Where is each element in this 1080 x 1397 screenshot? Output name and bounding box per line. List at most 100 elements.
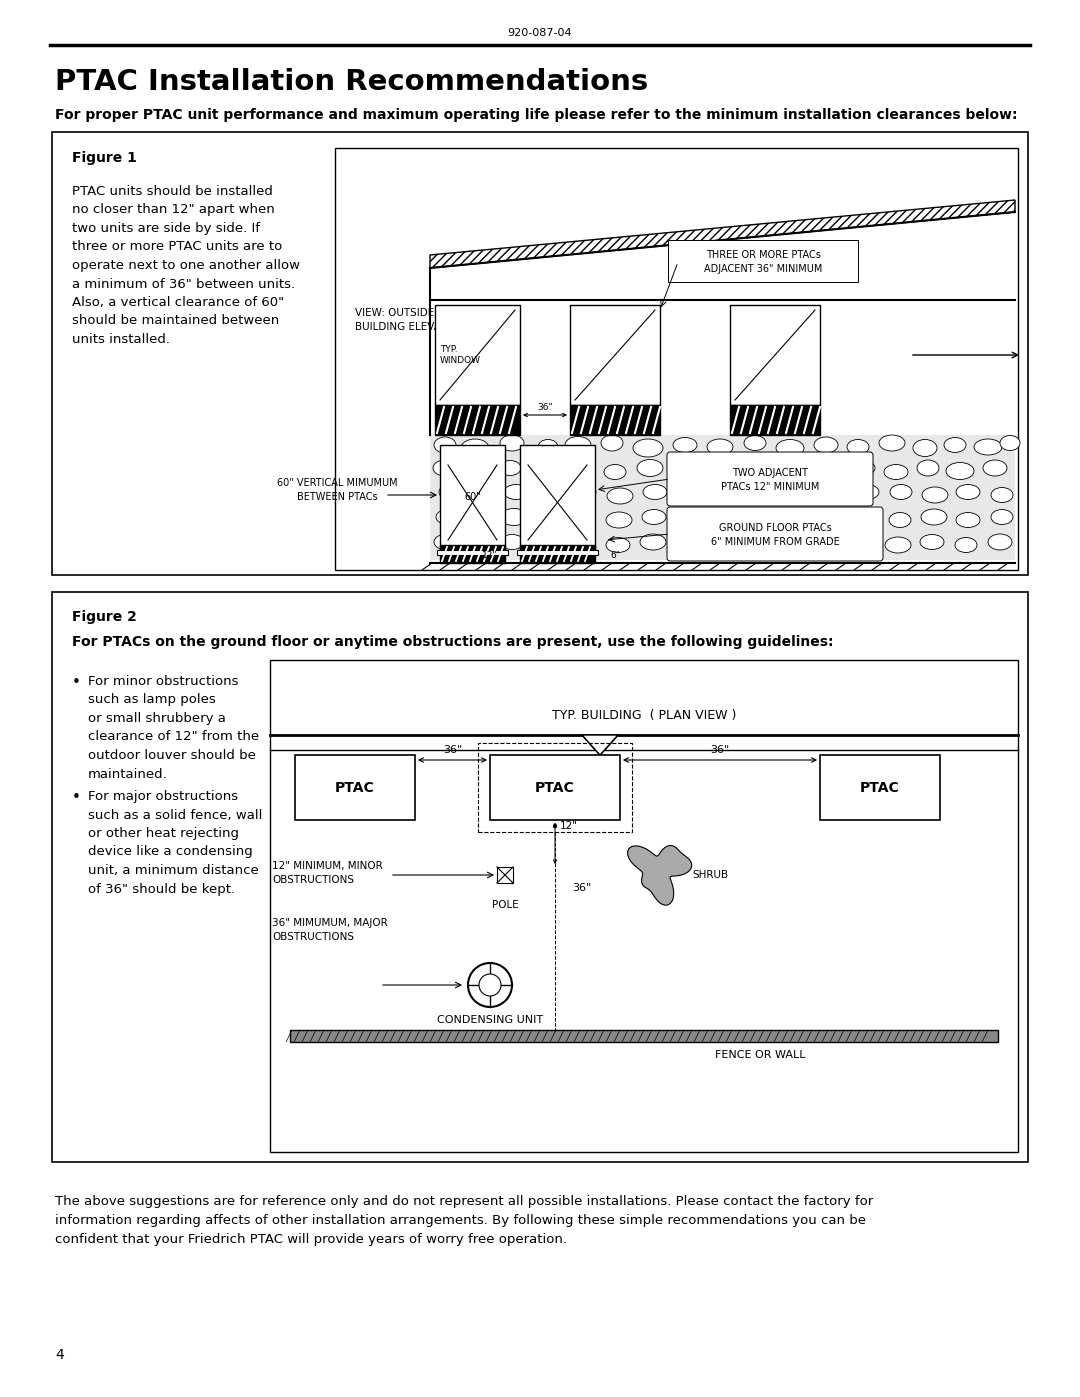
Text: VIEW: OUTSIDE
BUILDING ELEVATION: VIEW: OUTSIDE BUILDING ELEVATION bbox=[355, 307, 465, 332]
Ellipse shape bbox=[974, 439, 1002, 455]
Bar bbox=[519, 446, 595, 550]
Polygon shape bbox=[627, 845, 692, 905]
Text: For proper PTAC unit performance and maximum operating life please refer to the : For proper PTAC unit performance and max… bbox=[55, 108, 1017, 122]
Ellipse shape bbox=[750, 488, 774, 503]
Ellipse shape bbox=[536, 486, 564, 503]
Ellipse shape bbox=[707, 439, 733, 455]
Ellipse shape bbox=[531, 462, 559, 481]
Bar bbox=[295, 754, 415, 820]
Text: The above suggestions are for reference only and do not represent all possible i: The above suggestions are for reference … bbox=[55, 1194, 874, 1246]
Ellipse shape bbox=[1000, 436, 1020, 450]
Ellipse shape bbox=[744, 464, 772, 481]
Bar bbox=[430, 434, 1015, 560]
Ellipse shape bbox=[955, 538, 977, 552]
Ellipse shape bbox=[643, 485, 667, 500]
Ellipse shape bbox=[879, 434, 905, 451]
Ellipse shape bbox=[537, 513, 561, 528]
Text: PTAC: PTAC bbox=[860, 781, 900, 795]
Polygon shape bbox=[582, 735, 618, 754]
Ellipse shape bbox=[855, 485, 879, 500]
Ellipse shape bbox=[946, 462, 974, 479]
Bar bbox=[497, 868, 513, 883]
Bar bbox=[440, 545, 505, 563]
Bar bbox=[490, 754, 620, 820]
Ellipse shape bbox=[745, 536, 773, 553]
Bar bbox=[291, 1030, 998, 1042]
Bar bbox=[52, 131, 1028, 576]
Bar bbox=[270, 659, 1018, 1153]
Ellipse shape bbox=[538, 440, 558, 454]
Ellipse shape bbox=[500, 535, 524, 549]
Text: •: • bbox=[72, 789, 81, 805]
Ellipse shape bbox=[849, 460, 875, 476]
Ellipse shape bbox=[818, 488, 846, 503]
Text: FENCE OR WALL: FENCE OR WALL bbox=[715, 1051, 806, 1060]
Ellipse shape bbox=[465, 464, 491, 481]
Text: TYP.
WINDOW: TYP. WINDOW bbox=[440, 345, 481, 365]
Ellipse shape bbox=[847, 440, 869, 454]
FancyBboxPatch shape bbox=[667, 507, 883, 562]
Ellipse shape bbox=[469, 488, 495, 503]
Ellipse shape bbox=[600, 434, 623, 451]
Text: 36": 36" bbox=[443, 745, 462, 754]
Ellipse shape bbox=[640, 534, 666, 550]
Circle shape bbox=[480, 974, 501, 996]
Text: For PTACs on the ground floor or anytime obstructions are present, use the follo: For PTACs on the ground floor or anytime… bbox=[72, 636, 834, 650]
Text: 36": 36" bbox=[711, 745, 730, 754]
Ellipse shape bbox=[991, 510, 1013, 524]
Text: 36": 36" bbox=[572, 883, 592, 893]
Text: 60": 60" bbox=[464, 493, 481, 503]
Bar bbox=[440, 446, 505, 550]
Ellipse shape bbox=[712, 509, 738, 525]
Text: 12": 12" bbox=[483, 550, 498, 560]
Bar bbox=[435, 305, 519, 405]
Ellipse shape bbox=[438, 485, 461, 500]
Text: PTAC units should be installed
no closer than 12" apart when
two units are side : PTAC units should be installed no closer… bbox=[72, 184, 300, 346]
Text: 36" MIMUMUM, MAJOR
OBSTRUCTIONS: 36" MIMUMUM, MAJOR OBSTRUCTIONS bbox=[272, 918, 388, 942]
Ellipse shape bbox=[565, 436, 591, 454]
Ellipse shape bbox=[783, 535, 805, 549]
Ellipse shape bbox=[568, 460, 592, 476]
Bar bbox=[730, 405, 820, 434]
Ellipse shape bbox=[814, 437, 838, 453]
Ellipse shape bbox=[607, 488, 633, 504]
Ellipse shape bbox=[991, 488, 1013, 503]
Text: PTAC: PTAC bbox=[335, 781, 375, 795]
Text: For minor obstructions
such as lamp poles
or small shrubbery a
clearance of 12" : For minor obstructions such as lamp pole… bbox=[87, 675, 259, 781]
Ellipse shape bbox=[890, 485, 912, 500]
Ellipse shape bbox=[676, 462, 700, 479]
Ellipse shape bbox=[436, 510, 460, 524]
Bar bbox=[52, 592, 1028, 1162]
Ellipse shape bbox=[642, 510, 666, 524]
Text: 36": 36" bbox=[537, 402, 553, 412]
Ellipse shape bbox=[711, 461, 733, 475]
Polygon shape bbox=[430, 200, 1015, 268]
Ellipse shape bbox=[786, 485, 808, 500]
Ellipse shape bbox=[606, 538, 630, 552]
Ellipse shape bbox=[956, 485, 980, 500]
FancyBboxPatch shape bbox=[667, 453, 873, 506]
Ellipse shape bbox=[633, 439, 663, 457]
Ellipse shape bbox=[573, 510, 595, 524]
Text: POLE: POLE bbox=[491, 900, 518, 909]
Ellipse shape bbox=[816, 536, 841, 553]
Text: •: • bbox=[72, 675, 81, 690]
Text: 920-087-04: 920-087-04 bbox=[508, 28, 572, 38]
Bar bbox=[335, 148, 1018, 570]
Text: 6": 6" bbox=[610, 550, 620, 560]
Ellipse shape bbox=[504, 485, 528, 500]
Ellipse shape bbox=[913, 440, 937, 457]
Ellipse shape bbox=[816, 511, 843, 528]
Text: PTAC Installation Recommendations: PTAC Installation Recommendations bbox=[55, 68, 648, 96]
Ellipse shape bbox=[469, 513, 491, 528]
Text: 60" VERTICAL MIMUMUM
BETWEEN PTACs: 60" VERTICAL MIMUMUM BETWEEN PTACs bbox=[276, 478, 397, 502]
Text: 4: 4 bbox=[55, 1348, 64, 1362]
Ellipse shape bbox=[956, 513, 980, 528]
Ellipse shape bbox=[637, 460, 663, 476]
Ellipse shape bbox=[917, 460, 939, 476]
Ellipse shape bbox=[678, 538, 700, 552]
Ellipse shape bbox=[784, 510, 806, 524]
Text: For major obstructions
such as a solid fence, wall
or other heat rejecting
devic: For major obstructions such as a solid f… bbox=[87, 789, 262, 895]
Ellipse shape bbox=[681, 488, 703, 503]
Circle shape bbox=[468, 963, 512, 1007]
